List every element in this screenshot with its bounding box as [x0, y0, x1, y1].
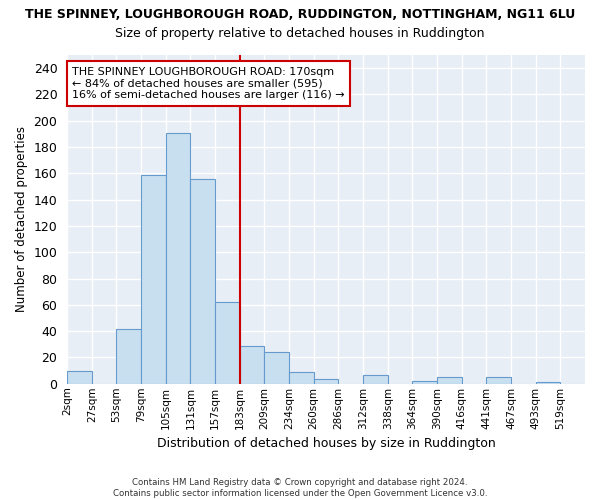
Bar [265, 352, 289, 384]
Bar [190, 178, 215, 384]
Bar [166, 132, 190, 384]
Text: THE SPINNEY, LOUGHBOROUGH ROAD, RUDDINGTON, NOTTINGHAM, NG11 6LU: THE SPINNEY, LOUGHBOROUGH ROAD, RUDDINGT… [25, 8, 575, 20]
X-axis label: Distribution of detached houses by size in Ruddington: Distribution of detached houses by size … [157, 437, 496, 450]
Bar [215, 302, 240, 384]
Bar [363, 374, 388, 384]
Bar [412, 381, 437, 384]
Bar [487, 377, 511, 384]
Bar [116, 328, 141, 384]
Y-axis label: Number of detached properties: Number of detached properties [15, 126, 28, 312]
Text: THE SPINNEY LOUGHBOROUGH ROAD: 170sqm
← 84% of detached houses are smaller (595): THE SPINNEY LOUGHBOROUGH ROAD: 170sqm ← … [72, 67, 345, 100]
Bar [314, 378, 338, 384]
Text: Contains HM Land Registry data © Crown copyright and database right 2024.
Contai: Contains HM Land Registry data © Crown c… [113, 478, 487, 498]
Bar [536, 382, 560, 384]
Bar [67, 370, 92, 384]
Text: Size of property relative to detached houses in Ruddington: Size of property relative to detached ho… [115, 28, 485, 40]
Bar [141, 174, 166, 384]
Bar [289, 372, 314, 384]
Bar [240, 346, 265, 384]
Bar [437, 377, 462, 384]
